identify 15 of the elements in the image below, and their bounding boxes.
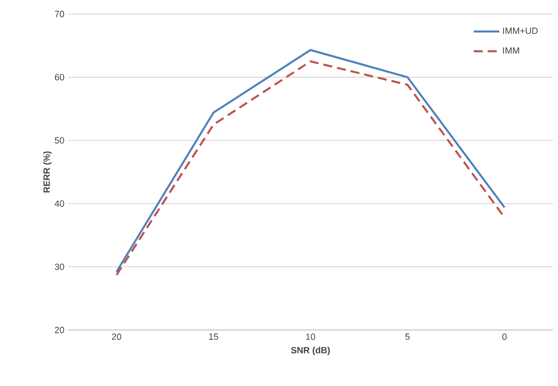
y-tick-label: 50: [54, 137, 64, 144]
y-tick-label: 20: [54, 326, 64, 334]
legend-label: IMM+UD: [503, 28, 538, 34]
y-axis-title: RERR (%): [43, 151, 52, 192]
y-tick-label: 70: [54, 10, 64, 18]
legend-label: IMM: [503, 47, 520, 54]
y-tick-label: 30: [54, 264, 64, 270]
x-tick-label: 5: [405, 334, 410, 340]
x-tick-label: 15: [209, 334, 218, 340]
y-tick-label: 60: [54, 74, 64, 80]
x-tick-label: 10: [306, 334, 316, 340]
y-tick-label: 40: [54, 200, 64, 207]
x-tick-label: 0: [502, 334, 507, 340]
x-axis-title: SNR (dB): [291, 346, 330, 356]
x-tick-label: 20: [112, 334, 122, 340]
